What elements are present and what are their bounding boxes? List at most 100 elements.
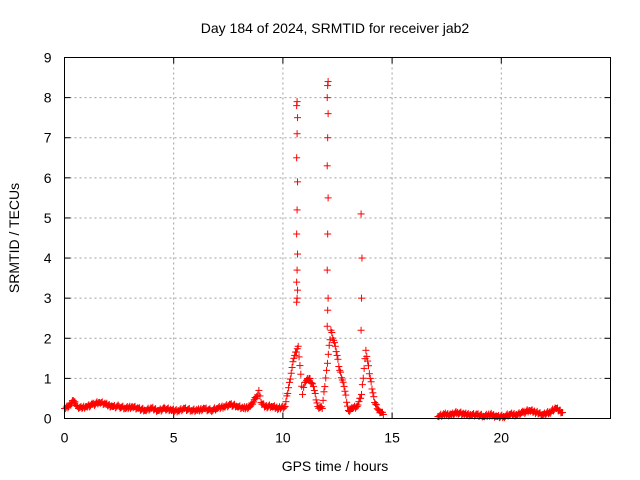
data-point xyxy=(341,387,349,395)
data-point xyxy=(328,329,336,337)
data-point xyxy=(287,369,295,377)
data-marks xyxy=(61,78,566,422)
data-point xyxy=(358,294,366,302)
data-point xyxy=(323,359,331,367)
data-point xyxy=(354,401,362,409)
data-point xyxy=(324,134,332,142)
data-point xyxy=(69,396,77,404)
x-tick-label: 20 xyxy=(494,430,510,446)
data-point xyxy=(379,410,387,418)
data-point xyxy=(337,368,345,376)
data-point xyxy=(323,322,331,330)
data-point xyxy=(300,383,308,391)
data-point xyxy=(359,374,367,382)
data-point xyxy=(281,402,289,410)
y-tick-label: 0 xyxy=(44,411,52,427)
y-tick-label: 8 xyxy=(44,90,52,106)
data-point xyxy=(363,352,371,360)
data-point xyxy=(324,110,332,118)
data-point xyxy=(330,339,338,347)
data-point xyxy=(372,400,380,408)
data-point xyxy=(292,348,300,356)
x-tick-label: 5 xyxy=(170,430,178,446)
data-point xyxy=(331,342,339,350)
data-point xyxy=(293,266,301,274)
data-point xyxy=(325,341,333,349)
data-point xyxy=(256,392,264,400)
data-point xyxy=(293,278,301,286)
data-point xyxy=(369,389,377,397)
data-point xyxy=(372,401,380,409)
y-tick-label: 2 xyxy=(44,330,52,346)
y-tick-label: 6 xyxy=(44,170,52,186)
y-tick-label: 5 xyxy=(44,210,52,226)
data-point xyxy=(323,162,331,170)
plot-frame xyxy=(64,57,611,419)
data-point xyxy=(321,383,329,391)
data-point xyxy=(311,389,319,397)
data-point xyxy=(296,362,304,370)
data-point xyxy=(324,306,332,314)
data-point xyxy=(293,206,301,214)
data-point xyxy=(558,408,566,416)
axis-ticks xyxy=(64,57,611,419)
data-point xyxy=(357,326,365,334)
data-point xyxy=(71,398,79,406)
data-point xyxy=(294,286,302,294)
data-point xyxy=(318,404,326,412)
data-point xyxy=(358,390,366,398)
data-point xyxy=(310,386,318,394)
data-point xyxy=(365,370,373,378)
data-point xyxy=(357,210,365,218)
data-point xyxy=(353,402,361,410)
data-point xyxy=(316,403,324,411)
data-point xyxy=(366,374,374,382)
data-point xyxy=(340,382,348,390)
data-point xyxy=(285,378,293,386)
data-point xyxy=(373,405,381,413)
data-point xyxy=(322,374,330,382)
data-point xyxy=(334,355,342,363)
data-point xyxy=(323,366,331,374)
data-point xyxy=(355,398,363,406)
x-tick-labels: 0 5 10 15 20 xyxy=(61,430,510,446)
data-point xyxy=(280,403,288,411)
data-point xyxy=(291,351,299,359)
data-point xyxy=(308,379,316,387)
data-point xyxy=(285,384,293,392)
x-tick-label: 15 xyxy=(384,430,400,446)
data-point xyxy=(343,398,351,406)
x-axis-title: GPS time / hours xyxy=(282,458,389,474)
grid xyxy=(64,57,611,419)
data-point xyxy=(288,363,296,371)
data-point xyxy=(297,370,305,378)
data-point xyxy=(293,154,301,162)
data-point xyxy=(306,375,314,383)
data-point xyxy=(336,366,344,374)
data-point xyxy=(358,254,366,262)
data-point xyxy=(324,230,332,238)
data-point xyxy=(282,398,290,406)
data-point xyxy=(324,350,332,358)
data-point xyxy=(294,342,302,350)
y-tick-label: 9 xyxy=(44,50,52,66)
data-point xyxy=(324,294,332,302)
data-point xyxy=(319,396,327,404)
data-point xyxy=(294,178,302,186)
data-point xyxy=(307,379,315,387)
data-point xyxy=(293,130,301,138)
y-tick-label: 7 xyxy=(44,130,52,146)
data-point xyxy=(367,378,375,386)
y-tick-labels: 0 1 2 3 4 5 6 7 8 9 xyxy=(44,50,52,427)
data-point xyxy=(294,114,302,122)
data-point xyxy=(324,194,332,202)
data-point xyxy=(323,94,331,102)
data-point xyxy=(255,386,263,394)
data-point xyxy=(286,375,294,383)
data-point xyxy=(284,389,292,397)
data-point xyxy=(309,382,317,390)
data-point xyxy=(357,394,365,402)
data-point xyxy=(370,393,378,401)
data-point xyxy=(364,357,372,365)
